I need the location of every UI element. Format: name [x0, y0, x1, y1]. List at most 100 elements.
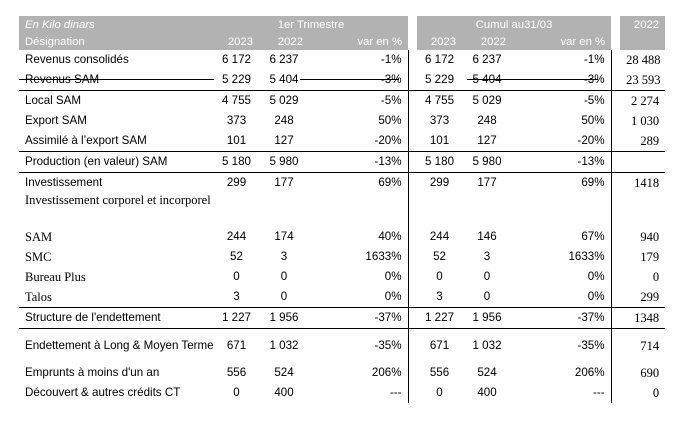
- cell-q1-2022: 5 029: [259, 90, 309, 111]
- cell-cumul-2022: 5 404: [472, 73, 502, 86]
- cell-cumul-var: [512, 193, 612, 227]
- cell-cumul-var: 50%: [512, 111, 612, 131]
- cell-cumul-2023: 299: [417, 172, 463, 193]
- cell-cumul-var: 206%: [512, 362, 612, 383]
- cell-q1-2023: 0: [233, 270, 240, 283]
- cell-cumul-var: -20%: [512, 131, 612, 152]
- rule-var-q1: [300, 79, 399, 80]
- cell-q1-var: -5%: [309, 90, 409, 111]
- cell-year-2022: 690: [640, 365, 660, 380]
- cell-q1-2022: 3: [280, 250, 288, 263]
- cell-cumul-2023: 5 180: [417, 151, 463, 173]
- cell-year-2022: 179: [640, 250, 660, 264]
- cell-year-2022: 1348: [620, 307, 666, 329]
- cell-cumul-2023: 0: [436, 385, 443, 399]
- table-row: Revenus SAM 5 229 5 404 -3% 5 229 5 404 -3% 23 …: [19, 70, 665, 91]
- cell-q1-2022: [259, 193, 309, 227]
- cell-cumul-2022: 5 980: [462, 151, 513, 173]
- cell-q1-2023: 6 172: [221, 53, 251, 66]
- cell-cumul-var: 0%: [512, 287, 612, 308]
- cell-year-2022: 940: [640, 230, 660, 244]
- cell-q1-2023: [214, 193, 259, 227]
- rule-var-cumul: [467, 79, 598, 80]
- cell-q1-2023: 244: [226, 230, 247, 243]
- row-label: Revenus SAM: [25, 73, 100, 86]
- cell-q1-var: -20%: [309, 131, 409, 152]
- cell-cumul-var: 69%: [512, 172, 612, 193]
- cell-cumul-2022: 248: [477, 114, 497, 127]
- table-row: Assimilé à l’export SAM 101 127 -20% 101 127 -…: [19, 131, 665, 152]
- cell-cumul-var: 1633%: [512, 247, 612, 267]
- cell-q1-var: 69%: [309, 172, 409, 193]
- row-label: Talos: [25, 290, 52, 304]
- cell-year-2022: [620, 193, 665, 227]
- unit-label: En Kilo dinars: [19, 16, 214, 33]
- table-row: Local SAM 4 755 5 029 -5% 4 755 5 029 -5% 2 274: [19, 90, 666, 111]
- cell-q1-2023: 3: [233, 290, 240, 303]
- cell-q1-2022: 0: [280, 290, 288, 303]
- cell-cumul-var: 67%: [512, 227, 612, 247]
- cell-cumul-2023: 1 227: [417, 307, 463, 329]
- cell-cumul-2023: 0: [436, 270, 443, 283]
- cell-cumul-var: -37%: [512, 307, 612, 329]
- cell-q1-2022: 0: [280, 270, 288, 283]
- cell-q1-var: 40%: [309, 227, 409, 247]
- row-label: Bureau Plus: [25, 270, 86, 284]
- cell-cumul-var: -5%: [512, 90, 612, 111]
- cell-q1-2023: 4 755: [214, 90, 259, 111]
- table-row: Bureau Plus 0 0 0% 0 0 0% 0: [19, 267, 665, 287]
- table-row: Structure de l'endettement 1 227 1 956 -37%…: [19, 307, 666, 329]
- cell-cumul-2022: 6 237: [472, 53, 502, 66]
- cell-cumul-2022: 1 032: [462, 328, 513, 363]
- rule-revenus: [19, 79, 214, 80]
- cell-q1-2022: 248: [274, 114, 294, 127]
- col-header-2023: 2023: [214, 33, 259, 50]
- cell-cumul-var: -1%: [512, 50, 612, 70]
- cell-cumul-2022: 127: [477, 134, 497, 147]
- cell-cumul-2023: 556: [429, 365, 450, 379]
- cell-year-2022: [620, 151, 666, 173]
- cell-cumul-2023: 5 229: [425, 73, 455, 86]
- year-header-2022: 2022: [620, 16, 666, 33]
- cell-cumul-2023: 4 755: [417, 90, 463, 111]
- cell-q1-var: [309, 193, 409, 227]
- designation-header: Désignation: [19, 33, 214, 50]
- cell-cumul-2023: 244: [429, 230, 450, 243]
- cell-year-2022: 299: [640, 290, 660, 304]
- cell-cumul-2023: [417, 193, 462, 227]
- table-row: Export SAM 373 248 50% 373 248 50% 1 030: [19, 111, 665, 131]
- cell-q1-2022: 524: [274, 365, 294, 379]
- cell-year-2022: 1418: [620, 172, 666, 193]
- cell-cumul-2022: 146: [477, 230, 497, 243]
- cell-cumul-2022: 1 956: [462, 307, 513, 329]
- row-label: Production (en valeur) SAM: [19, 151, 214, 173]
- row-label: Emprunts à moins d'un an: [25, 365, 160, 379]
- cell-cumul-var: 0%: [512, 267, 612, 287]
- cell-q1-2022: 177: [259, 172, 309, 193]
- table-row: Découvert & autres crédits CT 0 400 --- 0 400…: [19, 382, 665, 403]
- table-row: Talos 3 0 0% 3 0 0% 299: [19, 287, 665, 308]
- cell-q1-2022: 400: [274, 385, 294, 399]
- cell-q1-2022: 1 032: [259, 328, 309, 363]
- col-header-var-cumul: var en %: [512, 33, 612, 50]
- row-label: SAM: [25, 230, 53, 244]
- cell-q1-var: 206%: [309, 362, 409, 383]
- cell-q1-var: 0%: [309, 267, 409, 287]
- cell-q1-var: -3%: [309, 70, 409, 91]
- cell-q1-2023: 373: [226, 114, 247, 127]
- table-row: Investissement 299 177 69% 299 177 69% 1418: [19, 172, 666, 193]
- cell-q1-2023: 0: [233, 385, 240, 399]
- cell-cumul-2022: 524: [477, 365, 497, 379]
- row-label: Local SAM: [19, 90, 214, 111]
- table-row: Revenus consolidés 6 172 6 237 -1% 6 172 6 23…: [19, 50, 665, 70]
- row-label: Découvert & autres crédits CT: [25, 385, 181, 399]
- cell-cumul-2023: 52: [433, 250, 446, 263]
- cell-q1-var: -13%: [309, 151, 409, 173]
- row-label: Revenus consolidés: [25, 53, 129, 66]
- cell-year-2022: 2 274: [620, 90, 666, 111]
- cell-q1-2022: 1 956: [259, 307, 309, 329]
- cell-cumul-2022: 5 029: [462, 90, 513, 111]
- cell-cumul-var: -13%: [512, 151, 612, 173]
- cell-cumul-2023: 3: [436, 290, 443, 303]
- cell-q1-2022: 174: [274, 230, 294, 243]
